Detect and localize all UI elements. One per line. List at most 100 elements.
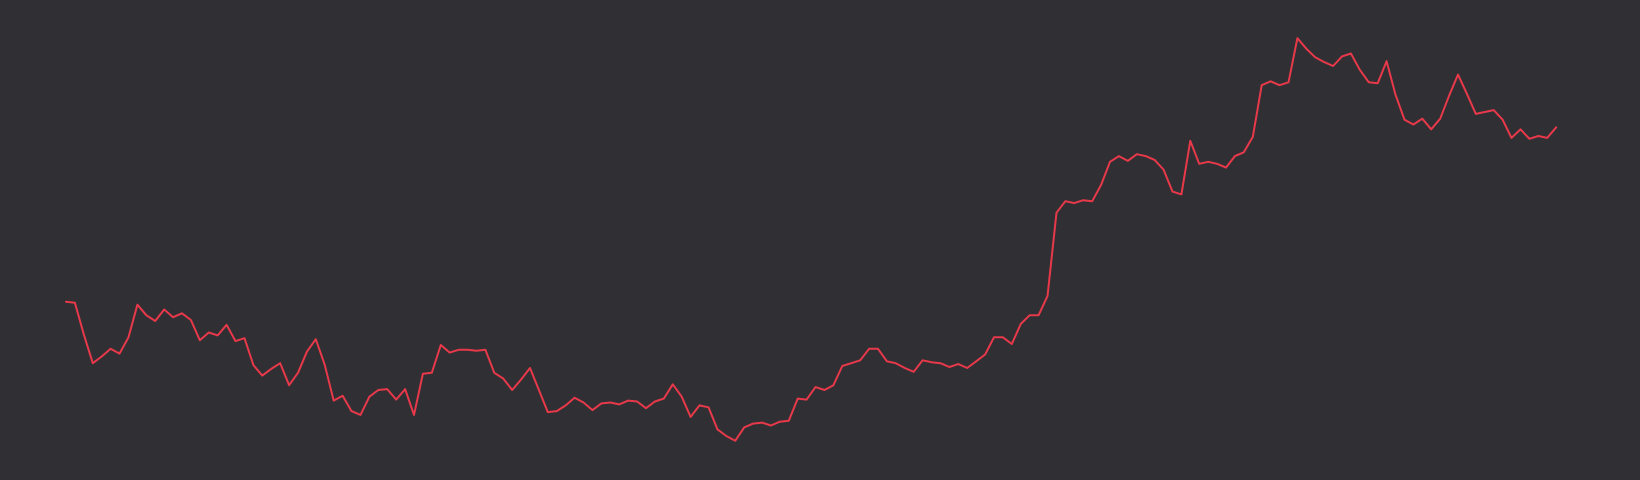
data-point bbox=[948, 366, 950, 368]
data-point bbox=[145, 314, 147, 316]
data-point bbox=[886, 360, 888, 362]
data-point bbox=[1180, 193, 1182, 195]
data-point bbox=[832, 384, 834, 386]
data-point bbox=[895, 362, 897, 364]
data-point bbox=[1359, 69, 1361, 71]
data-point bbox=[252, 364, 254, 366]
data-point bbox=[1163, 169, 1165, 171]
data-point bbox=[681, 396, 683, 398]
data-point bbox=[136, 304, 138, 306]
data-point bbox=[779, 421, 781, 423]
data-point bbox=[315, 338, 317, 340]
data-point bbox=[163, 309, 165, 311]
data-point bbox=[984, 354, 986, 356]
data-point bbox=[458, 349, 460, 351]
data-point bbox=[1386, 60, 1388, 62]
data-point bbox=[636, 401, 638, 403]
data-point bbox=[74, 302, 76, 304]
data-point bbox=[1448, 95, 1450, 97]
data-point bbox=[1546, 137, 1548, 139]
data-point bbox=[235, 340, 237, 342]
data-point bbox=[1136, 153, 1138, 155]
data-point bbox=[92, 362, 94, 364]
data-point bbox=[841, 365, 843, 367]
data-point bbox=[904, 367, 906, 369]
data-point bbox=[618, 403, 620, 405]
data-point bbox=[1154, 159, 1156, 161]
data-point bbox=[1412, 124, 1414, 126]
data-point bbox=[422, 373, 424, 375]
data-point bbox=[502, 378, 504, 380]
data-point bbox=[752, 423, 754, 425]
data-point bbox=[128, 336, 130, 338]
data-point bbox=[556, 410, 558, 412]
data-point bbox=[279, 362, 281, 364]
data-point bbox=[395, 399, 397, 401]
data-point bbox=[342, 395, 344, 397]
data-point bbox=[270, 368, 272, 370]
series-line-1 bbox=[65, 37, 1558, 442]
data-point bbox=[377, 389, 379, 391]
data-point bbox=[1127, 160, 1129, 162]
data-point bbox=[1091, 200, 1093, 202]
data-point bbox=[1109, 161, 1111, 163]
data-point bbox=[1082, 199, 1084, 201]
data-point bbox=[966, 367, 968, 369]
data-point bbox=[627, 400, 629, 402]
data-point bbox=[1341, 55, 1343, 57]
data-point bbox=[708, 406, 710, 408]
data-point bbox=[1439, 118, 1441, 120]
data-point bbox=[1225, 167, 1227, 169]
data-point bbox=[538, 389, 540, 391]
data-point bbox=[824, 389, 826, 391]
data-point bbox=[1189, 140, 1191, 142]
data-point bbox=[1305, 48, 1307, 50]
data-point bbox=[859, 359, 861, 361]
data-point bbox=[1377, 82, 1379, 84]
data-point bbox=[1484, 111, 1486, 113]
data-point bbox=[1002, 336, 1004, 338]
data-point bbox=[1029, 314, 1031, 316]
data-point bbox=[1457, 74, 1459, 76]
data-point bbox=[1421, 118, 1423, 120]
data-point bbox=[1404, 119, 1406, 121]
data-point bbox=[65, 301, 67, 303]
data-point bbox=[725, 435, 727, 437]
data-point bbox=[413, 414, 415, 416]
data-point bbox=[154, 320, 156, 322]
data-point bbox=[306, 351, 308, 353]
data-point bbox=[1528, 138, 1530, 140]
data-point bbox=[1047, 295, 1049, 297]
data-point bbox=[476, 350, 478, 352]
data-point bbox=[324, 364, 326, 366]
data-point bbox=[1261, 84, 1263, 86]
data-point bbox=[351, 410, 353, 412]
data-point bbox=[484, 349, 486, 351]
data-point bbox=[1216, 163, 1218, 165]
data-point bbox=[1475, 113, 1477, 115]
data-point bbox=[1350, 53, 1352, 55]
data-point bbox=[716, 428, 718, 430]
data-point bbox=[654, 401, 656, 403]
data-point bbox=[404, 388, 406, 390]
data-point bbox=[368, 396, 370, 398]
data-point bbox=[1207, 161, 1209, 163]
data-point bbox=[529, 367, 531, 369]
data-point bbox=[672, 383, 674, 385]
data-point bbox=[1314, 56, 1316, 58]
data-point bbox=[181, 312, 183, 314]
data-point bbox=[922, 359, 924, 361]
data-point bbox=[1243, 151, 1245, 153]
data-point bbox=[386, 388, 388, 390]
data-point bbox=[600, 402, 602, 404]
series-layer bbox=[65, 37, 1558, 442]
data-point bbox=[431, 372, 433, 374]
data-point bbox=[1323, 61, 1325, 63]
data-point bbox=[1288, 81, 1290, 83]
data-point bbox=[1555, 126, 1557, 128]
data-point bbox=[226, 324, 228, 326]
data-point bbox=[868, 348, 870, 350]
data-point bbox=[1466, 93, 1468, 95]
